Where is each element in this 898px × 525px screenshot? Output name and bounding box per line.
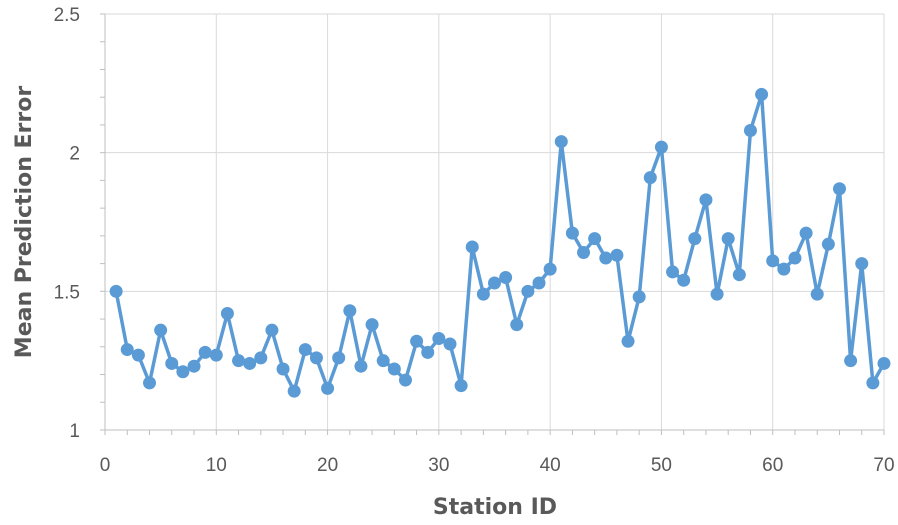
data-point (243, 356, 257, 370)
data-point (143, 376, 157, 390)
data-point (766, 254, 780, 268)
data-point (799, 226, 813, 240)
data-point (465, 240, 479, 254)
data-point (109, 284, 123, 298)
data-point (643, 171, 657, 185)
data-point (721, 232, 735, 246)
data-point (398, 373, 412, 387)
y-axis-title: Mean Prediction Error (12, 86, 37, 359)
data-point (198, 345, 212, 359)
data-point (610, 248, 624, 262)
data-point (365, 318, 379, 332)
data-point (254, 351, 268, 365)
data-point (209, 348, 223, 362)
data-point (309, 351, 323, 365)
data-point (788, 251, 802, 265)
data-point (276, 362, 290, 376)
data-point (632, 290, 646, 304)
series-line (114, 92, 886, 393)
data-point (532, 276, 546, 290)
data-point (376, 354, 390, 368)
data-point (410, 334, 424, 348)
x-tick-label: 0 (100, 455, 111, 476)
data-point (554, 135, 568, 149)
data-point (588, 232, 602, 246)
data-point (332, 351, 346, 365)
data-point (654, 140, 668, 154)
data-point (232, 354, 246, 368)
y-tick-label: 2.5 (54, 5, 80, 26)
x-tick-labels: 0 10 20 30 40 50 60 70 (100, 455, 895, 476)
data-point (577, 246, 591, 260)
data-point (732, 268, 746, 282)
data-point (543, 262, 557, 276)
data-point (877, 356, 891, 370)
x-axis-title: Station ID (433, 495, 557, 520)
data-point (488, 276, 501, 290)
data-point (866, 376, 880, 390)
data-point (443, 337, 457, 351)
data-point (755, 87, 769, 101)
x-tick-label: 60 (762, 455, 783, 476)
x-tick-label: 20 (317, 455, 338, 476)
data-point (265, 323, 279, 337)
x-tick-label: 50 (651, 455, 672, 476)
data-point (454, 379, 468, 393)
data-point (810, 287, 824, 301)
data-point (298, 343, 312, 357)
data-point (220, 307, 234, 321)
x-tick-label: 70 (873, 455, 894, 476)
data-point (120, 343, 134, 357)
data-point (521, 284, 535, 298)
data-point (821, 237, 835, 251)
y-tick-label: 1.5 (54, 282, 80, 303)
data-point (688, 232, 702, 246)
data-point (421, 345, 435, 359)
data-point (621, 334, 635, 348)
data-point (844, 354, 858, 368)
data-point (743, 123, 757, 137)
data-point (699, 193, 713, 207)
data-point (165, 356, 179, 370)
data-point (321, 381, 335, 395)
data-point (510, 318, 524, 332)
data-point (710, 287, 724, 301)
data-point (432, 331, 446, 345)
grid-lines (104, 13, 885, 431)
data-point (187, 359, 201, 373)
data-point (666, 265, 680, 279)
data-point (599, 251, 613, 265)
data-point (354, 359, 368, 373)
data-point (176, 365, 190, 379)
x-tick-label: 10 (206, 455, 227, 476)
y-tick-labels: 1 1.5 2 2.5 (54, 5, 80, 442)
data-point (343, 304, 357, 318)
x-tick-label: 40 (540, 455, 561, 476)
axes (100, 13, 885, 435)
data-point (387, 362, 401, 376)
data-point (832, 182, 846, 196)
y-tick-label: 1 (69, 421, 80, 442)
data-point (476, 287, 490, 301)
data-point (499, 270, 513, 284)
data-point (565, 226, 579, 240)
data-series (109, 87, 891, 398)
data-point (855, 257, 869, 271)
data-point (154, 323, 168, 337)
data-point (777, 262, 791, 276)
data-point (131, 348, 145, 362)
data-point (677, 273, 691, 287)
x-tick-label: 30 (428, 455, 449, 476)
data-point (287, 384, 301, 398)
y-tick-label: 2 (69, 144, 80, 165)
